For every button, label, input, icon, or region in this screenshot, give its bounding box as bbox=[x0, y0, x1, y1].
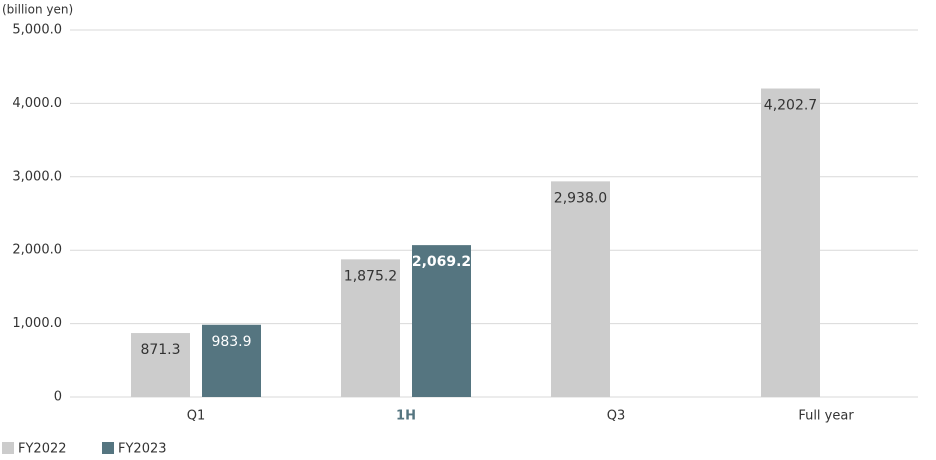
value-label: 1,875.2 bbox=[344, 268, 397, 284]
x-tick-label: Q3 bbox=[607, 409, 626, 424]
bar bbox=[761, 88, 820, 397]
value-label: 983.9 bbox=[211, 334, 251, 350]
value-label: 2,938.0 bbox=[554, 190, 607, 206]
legend-swatch bbox=[2, 442, 14, 454]
bar bbox=[341, 259, 400, 397]
bar bbox=[412, 245, 471, 397]
y-tick-label: 4,000.0 bbox=[12, 96, 62, 111]
legend-label: FY2022 bbox=[18, 442, 67, 457]
x-tick-label: 1H bbox=[396, 409, 416, 424]
legend-swatch bbox=[102, 442, 114, 454]
y-tick-label: 5,000.0 bbox=[12, 23, 62, 38]
y-tick-label: 2,000.0 bbox=[12, 243, 62, 258]
bar bbox=[202, 324, 261, 397]
bar bbox=[551, 181, 610, 397]
y-axis-label: (billion yen) bbox=[2, 3, 73, 17]
y-tick-label: 3,000.0 bbox=[12, 169, 62, 184]
value-label: 871.3 bbox=[140, 342, 180, 358]
y-tick-label: 0 bbox=[54, 390, 62, 405]
legend-label: FY2023 bbox=[118, 442, 167, 457]
value-label: 2,069.2 bbox=[412, 254, 471, 270]
x-tick-label: Full year bbox=[798, 409, 854, 424]
value-label: 4,202.7 bbox=[764, 98, 817, 114]
x-tick-label: Q1 bbox=[187, 409, 206, 424]
y-tick-label: 1,000.0 bbox=[12, 316, 62, 331]
bar bbox=[131, 333, 190, 397]
